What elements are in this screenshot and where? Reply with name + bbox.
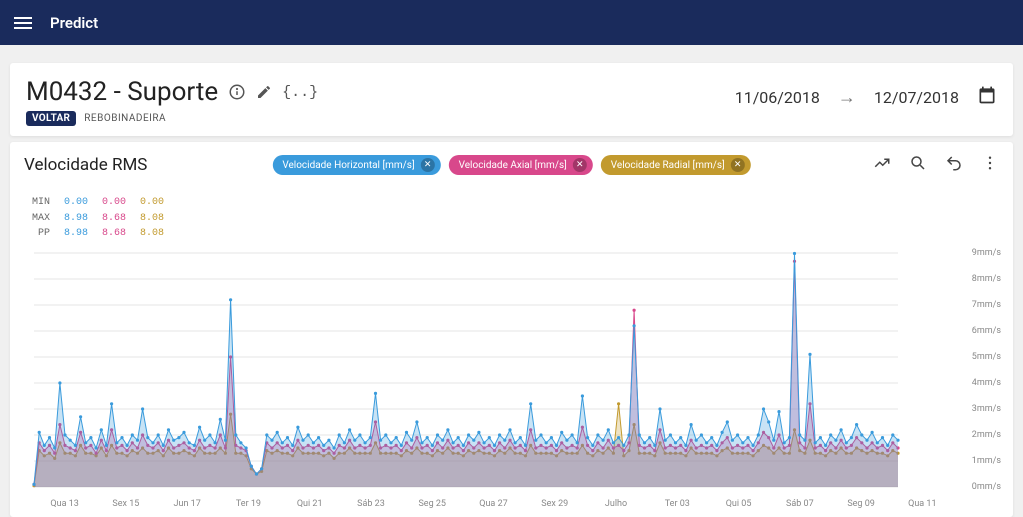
chart-area[interactable]: 0mm/s 1mm/s 2mm/s 3mm/s 4mm/s 5mm/s 6mm/s 7mm/s… bbox=[24, 247, 999, 497]
date-from[interactable]: 11/06/2018 bbox=[735, 88, 820, 107]
x-tick-label: Sáb 23 bbox=[340, 499, 401, 509]
chart-title: Velocidade RMS bbox=[24, 155, 147, 175]
x-tick-label: Sex 15 bbox=[95, 499, 156, 509]
y-tick-label: 5mm/s bbox=[972, 352, 1001, 362]
x-tick-label: Qua 27 bbox=[463, 499, 524, 509]
chip-radial[interactable]: Velocidade Radial [mm/s]✕ bbox=[601, 155, 751, 175]
x-axis-labels: Qua 13Sex 15Jun 17Ter 19Qui 21Sáb 23Seg … bbox=[24, 499, 999, 509]
arrow-right-icon: → bbox=[838, 87, 856, 108]
x-tick-label: Sex 29 bbox=[524, 499, 585, 509]
braces-icon[interactable]: {..} bbox=[282, 84, 318, 101]
menu-icon[interactable] bbox=[14, 17, 32, 29]
chip-remove-icon[interactable]: ✕ bbox=[731, 158, 745, 172]
app-brand: Predict bbox=[50, 14, 98, 32]
x-tick-label: Ter 03 bbox=[647, 499, 708, 509]
chip-remove-icon[interactable]: ✕ bbox=[573, 158, 587, 172]
back-button[interactable]: VOLTAR bbox=[26, 111, 76, 126]
trend-icon[interactable] bbox=[873, 154, 891, 176]
y-tick-label: 8mm/s bbox=[972, 274, 1001, 284]
more-icon[interactable] bbox=[981, 154, 999, 176]
chip-axial[interactable]: Velocidade Axial [mm/s]✕ bbox=[449, 155, 593, 175]
x-tick-label: Julho bbox=[585, 499, 646, 509]
x-tick-label: Qua 11 bbox=[892, 499, 953, 509]
y-tick-label: 6mm/s bbox=[972, 326, 1001, 336]
breadcrumb: REBOBINADEIRA bbox=[84, 113, 166, 124]
calendar-icon[interactable] bbox=[977, 85, 997, 110]
x-tick-label: Qui 05 bbox=[708, 499, 769, 509]
x-tick-label: Sáb 07 bbox=[769, 499, 830, 509]
chip-remove-icon[interactable]: ✕ bbox=[421, 158, 435, 172]
x-tick-label: Ter 19 bbox=[218, 499, 279, 509]
top-nav: Predict bbox=[0, 0, 1023, 45]
y-tick-label: 7mm/s bbox=[972, 300, 1001, 310]
chip-horizontal[interactable]: Velocidade Horizontal [mm/s]✕ bbox=[272, 155, 440, 175]
page-title: M0432 - Suporte bbox=[26, 77, 218, 107]
y-tick-label: 3mm/s bbox=[972, 404, 1001, 414]
date-to[interactable]: 12/07/2018 bbox=[874, 88, 959, 107]
x-tick-label: Jun 17 bbox=[157, 499, 218, 509]
date-range: 11/06/2018 → 12/07/2018 bbox=[735, 77, 997, 110]
chart-card: Velocidade RMS Velocidade Horizontal [mm… bbox=[10, 142, 1013, 517]
x-tick-label: Seg 25 bbox=[402, 499, 463, 509]
stats-table: MIN0.000.000.00MAX8.988.688.08PP8.988.68… bbox=[24, 194, 172, 243]
undo-icon[interactable] bbox=[945, 154, 963, 176]
zoom-icon[interactable] bbox=[909, 154, 927, 176]
y-tick-label: 4mm/s bbox=[972, 378, 1001, 388]
y-tick-label: 0mm/s bbox=[972, 482, 1001, 492]
y-tick-label: 2mm/s bbox=[972, 430, 1001, 440]
header-card: M0432 - Suporte {..} VOLTAR REBOBINADEIR… bbox=[10, 63, 1013, 136]
x-tick-label: Qua 13 bbox=[34, 499, 95, 509]
info-icon[interactable] bbox=[228, 83, 246, 101]
x-tick-label: Qui 21 bbox=[279, 499, 340, 509]
edit-icon[interactable] bbox=[256, 84, 272, 100]
y-tick-label: 9mm/s bbox=[972, 248, 1001, 258]
y-tick-label: 1mm/s bbox=[972, 456, 1001, 466]
x-tick-label: Seg 09 bbox=[830, 499, 891, 509]
series-chips: Velocidade Horizontal [mm/s]✕ Velocidade … bbox=[272, 155, 750, 175]
